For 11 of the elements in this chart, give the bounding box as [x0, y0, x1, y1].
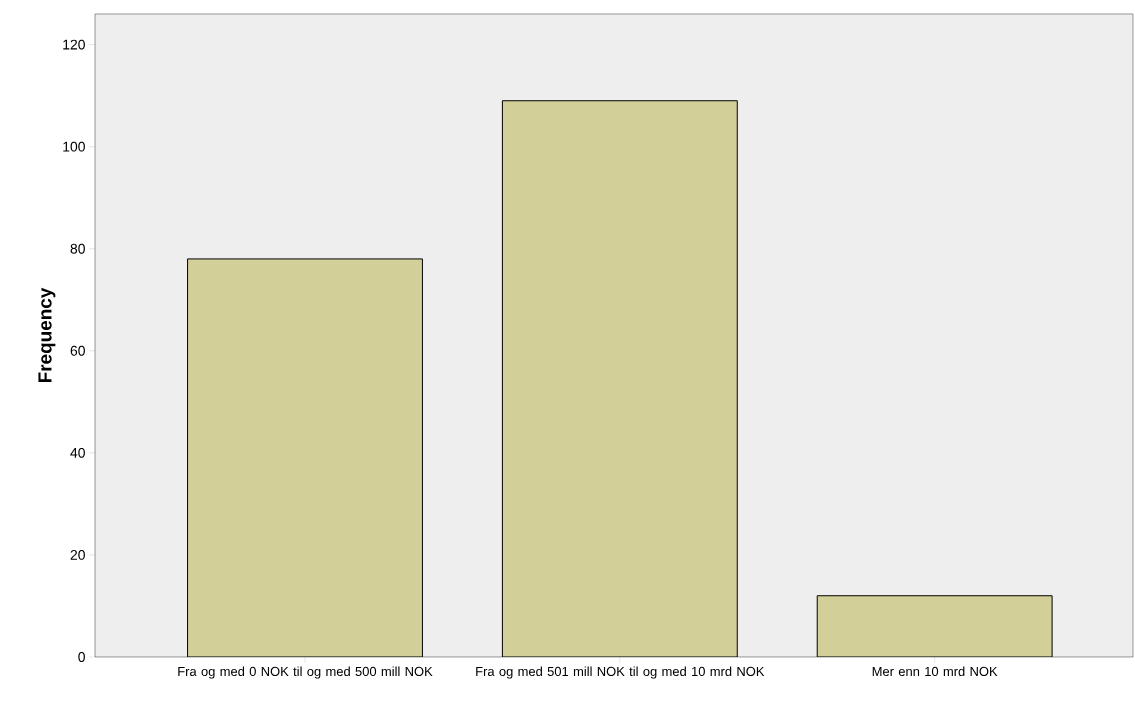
y-tick-label: 40 [70, 447, 85, 458]
x-tick-label: Mer enn 10 mrd NOK [872, 666, 998, 677]
x-tick-label: Fra og med 0 NOK til og med 500 mill NOK [178, 666, 433, 679]
y-tick-label: 120 [63, 39, 85, 50]
y-tick-label: 80 [70, 243, 85, 254]
y-tick-label: 20 [70, 549, 85, 560]
y-tick-label: 100 [63, 141, 85, 152]
x-tick-label: Fra og med 501 mill NOK til og med 10 mrd NOK [476, 666, 765, 679]
y-axis-title: Frequency [38, 287, 56, 383]
y-tick-label: 0 [78, 652, 85, 662]
y-tick-label: 60 [70, 345, 85, 356]
